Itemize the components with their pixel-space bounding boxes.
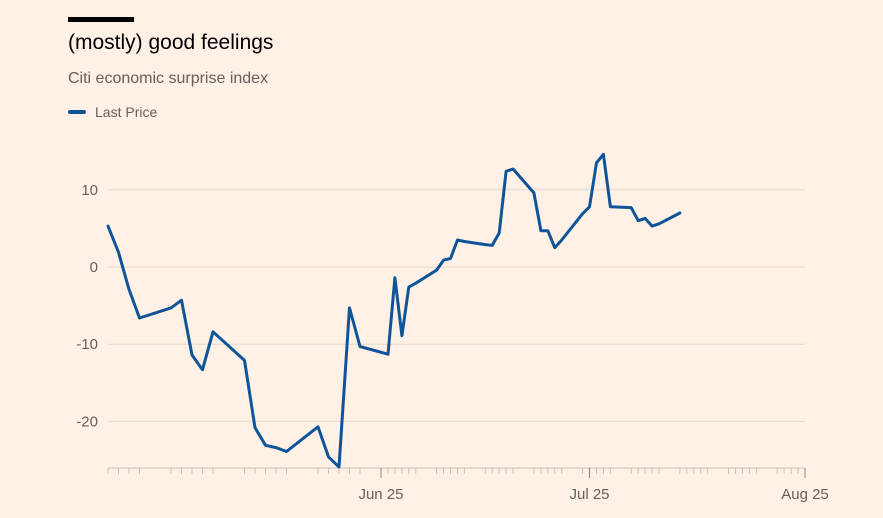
data-point — [581, 212, 584, 215]
data-point — [358, 345, 362, 348]
y-tick-label: -20 — [76, 413, 98, 430]
data-point — [348, 306, 351, 310]
data-point — [602, 153, 605, 156]
data-point — [264, 444, 267, 447]
data-point — [190, 353, 194, 357]
legend-swatch — [68, 110, 86, 114]
legend-label: Last Price — [95, 104, 158, 120]
data-point — [449, 257, 452, 260]
data-point — [285, 450, 288, 453]
data-point — [169, 306, 173, 310]
data-point — [678, 211, 682, 215]
x-tick-label: Jun 25 — [358, 486, 403, 503]
data-point — [595, 161, 598, 164]
data-point — [504, 170, 508, 173]
data-point — [532, 191, 536, 195]
data-point — [553, 246, 556, 249]
data-point — [546, 229, 549, 232]
x-tick-label: Aug 25 — [781, 486, 829, 503]
data-point — [274, 446, 278, 449]
data-point — [337, 465, 341, 469]
title-accent-bar — [68, 17, 134, 22]
legend: Last Price — [68, 104, 157, 120]
chart-subtitle: Citi economic surprise index — [68, 70, 269, 87]
data-point — [442, 258, 445, 262]
data-point — [456, 238, 459, 242]
data-point — [435, 268, 438, 272]
data-point — [484, 243, 487, 246]
data-point — [463, 240, 466, 243]
data-point — [560, 238, 563, 242]
data-point — [117, 251, 120, 254]
y-tick-label: 0 — [90, 259, 98, 276]
data-point — [106, 224, 110, 228]
data-point — [393, 276, 397, 279]
data-point — [630, 206, 633, 209]
data-point — [511, 167, 515, 171]
data-point — [316, 425, 320, 428]
x-tick-label: Jul 25 — [570, 486, 610, 503]
data-point — [650, 224, 654, 228]
y-tick-label: 10 — [81, 182, 98, 199]
data-point — [643, 217, 647, 220]
data-point — [491, 244, 494, 247]
data-point — [414, 282, 417, 285]
chart-title: (mostly) good feelings — [68, 31, 274, 54]
data-point — [498, 231, 501, 235]
data-point — [127, 288, 131, 291]
data-point — [609, 205, 612, 208]
series-line — [106, 152, 682, 469]
data-point — [407, 285, 410, 289]
data-point — [386, 353, 390, 356]
y-tick-label: -10 — [76, 336, 98, 353]
data-point — [180, 299, 183, 302]
data-point — [138, 316, 141, 320]
data-point — [327, 455, 330, 459]
data-point — [637, 219, 640, 222]
data-point — [588, 205, 591, 208]
data-point — [539, 229, 543, 232]
data-point — [243, 359, 246, 362]
data-point — [400, 334, 404, 337]
data-point — [657, 222, 661, 225]
data-point — [201, 368, 204, 371]
data-point — [253, 426, 257, 429]
data-point — [211, 330, 215, 333]
